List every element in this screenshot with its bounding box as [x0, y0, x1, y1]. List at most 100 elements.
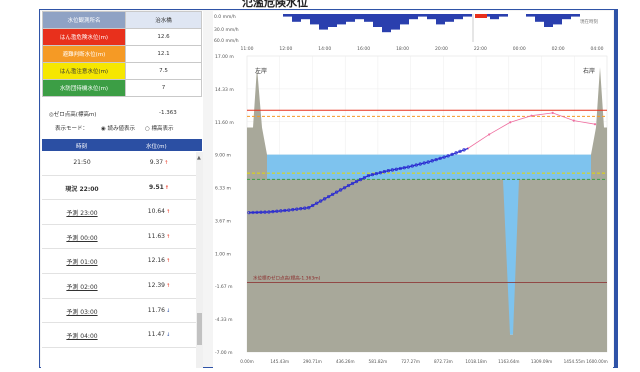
observed-point	[346, 183, 351, 188]
rain-bar	[373, 14, 382, 27]
rain-bar	[490, 14, 499, 20]
x-tick: 1454.55m	[564, 359, 585, 364]
observed-point	[354, 179, 359, 184]
rain-bar	[400, 14, 409, 25]
rain-bar	[382, 14, 391, 33]
time-tick: 14:00	[318, 46, 331, 52]
rain-bar	[310, 14, 319, 25]
caution-level-label: はん濫注意水位(m)	[42, 62, 126, 80]
forecast-time-link[interactable]: 予測 04:00	[66, 333, 98, 341]
obs-time: 現況 22:00	[65, 185, 99, 193]
observed-point	[454, 151, 458, 155]
down-arrow-icon: ↓	[165, 332, 171, 339]
x-tick: 0.00m	[240, 359, 253, 364]
rain-bar	[337, 14, 346, 25]
forecast-point	[551, 111, 554, 114]
obs-level: 9.51↑	[148, 183, 169, 191]
standby-level-label: 水防団待機水位(m)	[42, 79, 126, 97]
rain-tick: 0.0 mm/h	[214, 14, 236, 20]
rain-bar	[418, 14, 427, 17]
caution-level-value: 7.5	[125, 62, 202, 80]
scroll-up-icon[interactable]: ▲	[197, 155, 201, 161]
observed-point	[326, 194, 331, 199]
left-bank-label: 左岸	[255, 67, 267, 75]
observed-point	[287, 208, 291, 212]
list-scrollbar[interactable]	[196, 152, 203, 368]
rain-bar	[535, 14, 544, 22]
observed-point	[438, 156, 442, 161]
x-tick: 436.26m	[336, 359, 355, 364]
up-arrow-icon: ↑	[164, 160, 169, 166]
forecast-time-link[interactable]: 予測 00:00	[66, 234, 98, 242]
observed-point	[406, 165, 410, 169]
rain-bar	[301, 14, 310, 20]
rain-bar	[346, 14, 355, 22]
observed-point	[251, 210, 255, 215]
forecast-time-link[interactable]: 予測 01:00	[66, 259, 98, 267]
y-tick: -4.33 m	[215, 317, 232, 323]
y-axis: 17.00 m 14.33 m 11.60 m 9.00 m 6.33 m 3.67 m 1…	[215, 54, 234, 356]
list-item: 21:50 9.37↑	[42, 151, 196, 176]
observed-point	[370, 172, 375, 177]
x-tick: 872.73m	[434, 359, 453, 364]
list-item: 予測 01:00 12.16↑	[42, 249, 196, 274]
observation-header: 時刻 水位(m)	[42, 139, 202, 151]
observed-point	[291, 208, 295, 212]
up-arrow-icon: ↑	[165, 233, 171, 240]
rain-bar	[499, 14, 508, 17]
observed-point	[303, 206, 307, 210]
right-bank-label: 右岸	[583, 67, 595, 75]
obs-level: 11.63↑	[147, 232, 171, 240]
observed-point	[247, 210, 251, 215]
observed-point	[362, 175, 367, 180]
right-panel-edge	[615, 9, 640, 368]
time-tick: 11:00	[241, 46, 254, 52]
observed-point	[323, 197, 327, 201]
time-tick: 18:00	[396, 46, 409, 52]
mode-elevation-radio[interactable]: ○ 標高表示	[145, 126, 174, 132]
danger-level-label: はん濫危険水位(m)	[42, 28, 126, 46]
x-tick: 1600.00m	[586, 359, 607, 364]
observed-point	[319, 199, 323, 203]
x-tick: 145.43m	[270, 359, 289, 364]
obs-level: 12.16↑	[147, 257, 171, 265]
observation-list: 21:50 9.37↑ 現況 22:00 9.51↑ 予測 23:00 10.6…	[42, 151, 196, 348]
rain-forecast-bar	[475, 14, 487, 18]
rain-bar	[562, 14, 571, 20]
observed-point	[358, 177, 363, 182]
rain-bar	[544, 14, 553, 27]
rain-bar	[445, 14, 454, 22]
rain-bar	[391, 14, 400, 30]
list-item: 予測 02:00 12.39↑	[42, 274, 196, 299]
obs-level: 9.37↑	[149, 159, 169, 166]
display-mode-label: 表示モード：	[55, 126, 89, 132]
rain-bar	[355, 14, 364, 20]
time-tick: 00:00	[513, 46, 526, 52]
forecast-time-link[interactable]: 予測 23:00	[66, 210, 98, 218]
forecast-point	[572, 119, 575, 122]
panel-border	[615, 9, 618, 368]
down-arrow-icon: ↓	[165, 307, 171, 314]
x-tick: 581.82m	[369, 359, 388, 364]
observed-point	[307, 206, 311, 210]
observed-point	[279, 209, 283, 213]
observed-point	[390, 168, 394, 172]
mode-reading-radio[interactable]: ◉ 読み値表示	[101, 126, 136, 132]
list-item: 予測 03:00 11.76↓	[42, 299, 196, 324]
forecast-time-link[interactable]: 予測 03:00	[66, 308, 98, 316]
y-tick: 17.00 m	[215, 54, 234, 60]
forecast-point	[509, 121, 512, 124]
y-tick: 6.33 m	[215, 186, 231, 192]
obs-level: 11.47↓	[147, 331, 171, 339]
observed-point	[350, 181, 355, 186]
scroll-thumb[interactable]	[197, 313, 202, 345]
forecast-time-link[interactable]: 予測 02:00	[66, 283, 98, 291]
time-tick: 20:00	[435, 46, 448, 52]
rain-tick: 60.0 mm/h	[214, 38, 239, 44]
observed-point	[378, 171, 383, 175]
observed-point	[450, 152, 454, 157]
y-tick: -7.00 m	[215, 350, 232, 356]
list-item: 現況 22:00 9.51↑	[42, 176, 196, 201]
rain-bar	[328, 14, 337, 27]
station-name-value: 治水橋	[125, 11, 202, 29]
